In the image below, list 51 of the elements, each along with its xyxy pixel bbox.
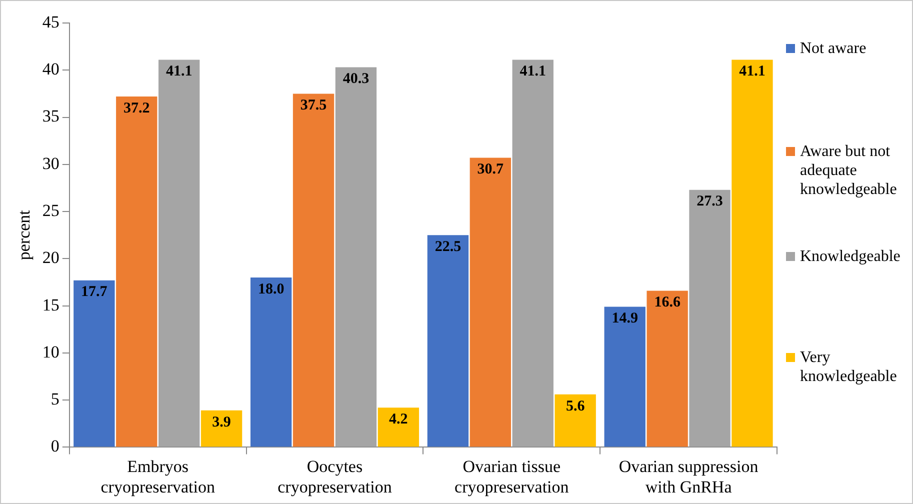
data-label: 17.7 xyxy=(81,284,108,300)
bar xyxy=(158,60,200,447)
data-label: 30.7 xyxy=(477,162,504,178)
legend-label: Not aware xyxy=(800,39,866,58)
y-tick-label: 5 xyxy=(50,390,60,409)
data-label: 3.9 xyxy=(212,414,231,430)
bar xyxy=(74,280,115,447)
data-label: 41.1 xyxy=(739,64,766,80)
x-tick-label: Oocytes cryopreservation xyxy=(278,456,392,496)
data-label: 18.0 xyxy=(258,281,284,298)
bar xyxy=(604,306,646,447)
data-label: 22.5 xyxy=(434,238,462,255)
bar xyxy=(554,394,596,447)
legend-label: Very knowledgeable xyxy=(800,348,898,386)
y-tick-label: 10 xyxy=(42,342,60,362)
bar xyxy=(335,67,377,447)
y-tick-label: 30 xyxy=(42,154,60,173)
y-tick-label: 40 xyxy=(42,60,60,79)
y-tick-label: 45 xyxy=(42,12,60,32)
data-label: 40.3 xyxy=(342,71,370,88)
data-label: 41.1 xyxy=(166,64,192,80)
data-label: 5.6 xyxy=(566,398,586,414)
data-label: 27.3 xyxy=(696,194,723,210)
legend-label: Knowledgeable xyxy=(800,247,900,266)
x-tick-label: Ovarian suppression with GnRHa xyxy=(618,456,759,496)
data-label: 14.9 xyxy=(612,310,638,327)
y-axis-title: percent xyxy=(14,210,34,260)
data-label: 4.2 xyxy=(389,411,408,428)
bar xyxy=(732,60,773,447)
y-tick-label: 25 xyxy=(42,201,60,220)
x-tick-label: Embryos cryopreservation xyxy=(100,456,216,496)
bar xyxy=(116,96,158,447)
legend-label: Aware but not adequate knowledgeable xyxy=(800,142,898,199)
data-label: 41.1 xyxy=(520,64,546,80)
y-tick-label: 20 xyxy=(42,248,60,268)
y-tick-label: 15 xyxy=(42,295,60,314)
bar xyxy=(200,410,242,447)
bar xyxy=(470,158,512,447)
bar xyxy=(378,408,420,447)
bar xyxy=(646,290,688,447)
data-label: 16.6 xyxy=(654,294,681,311)
bar xyxy=(250,278,292,447)
data-label: 37.5 xyxy=(300,98,327,114)
y-tick-label: 0 xyxy=(50,436,60,456)
y-tick-label: 35 xyxy=(42,106,60,126)
bar xyxy=(427,235,469,447)
x-tick-label: Ovarian tissue cryopreservation xyxy=(454,456,570,496)
bar xyxy=(689,190,730,447)
bar xyxy=(292,94,334,447)
data-label: 37.2 xyxy=(123,100,150,116)
bar xyxy=(512,60,554,447)
